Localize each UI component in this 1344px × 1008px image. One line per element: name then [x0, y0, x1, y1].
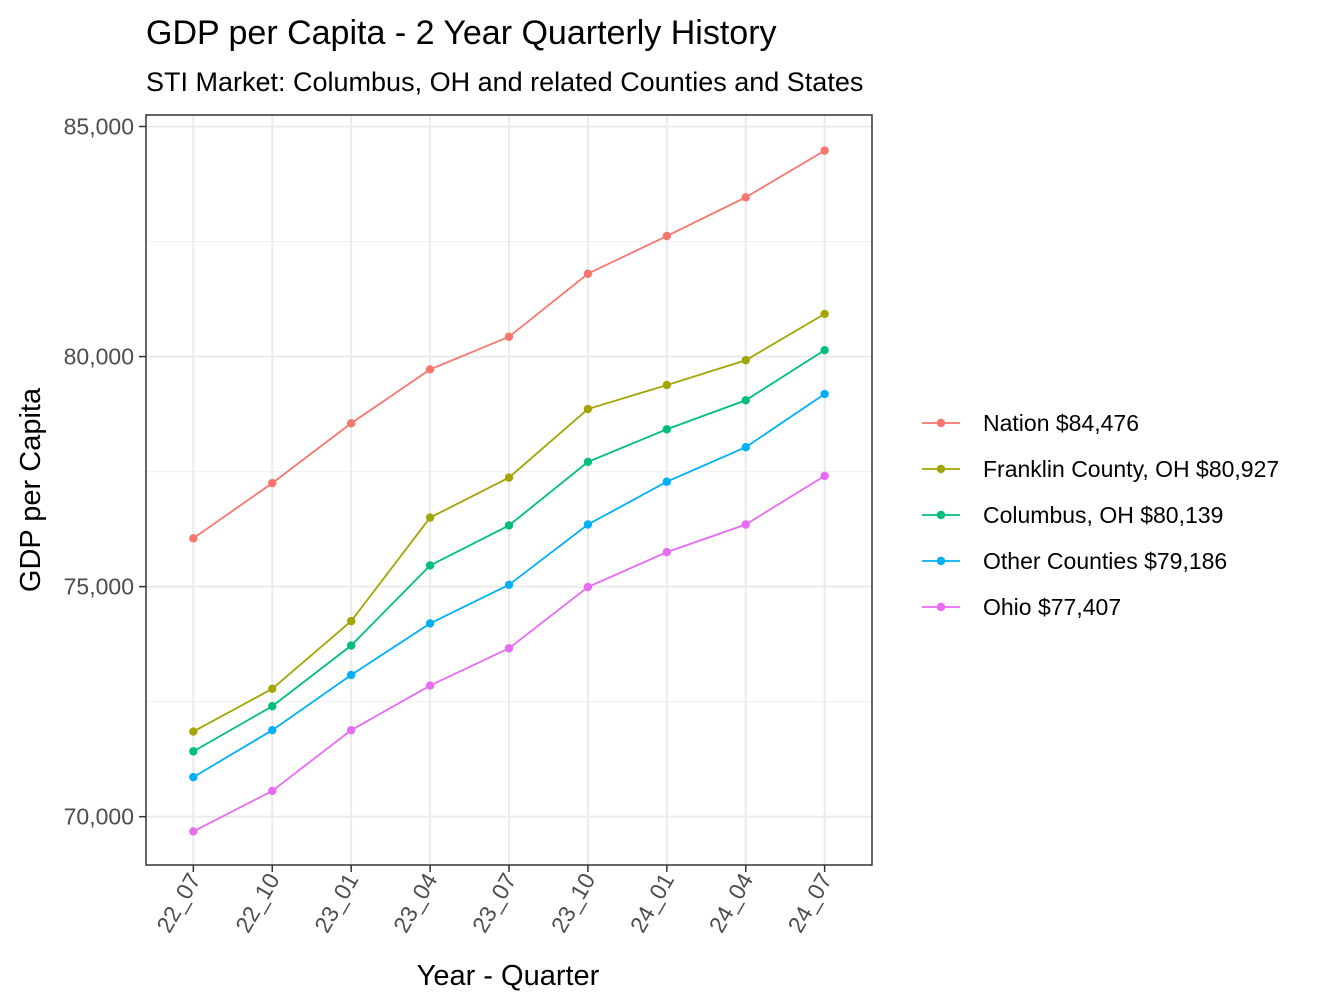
data-point — [189, 772, 198, 782]
data-point — [741, 193, 750, 202]
data-point — [189, 827, 198, 836]
data-point — [425, 513, 435, 522]
x-axis: 22_07 22_10 23_01 23_04 23_07 23_10 24_01 24_04… — [151, 865, 837, 937]
y-tick-label: 70,000 — [64, 804, 134, 830]
x-tick-label: 24_07 — [782, 869, 837, 937]
data-point — [741, 356, 750, 365]
data-point — [820, 345, 829, 355]
data-point — [189, 534, 198, 543]
y-axis-title: GDP per Capita — [15, 387, 47, 592]
legend-key-point — [936, 602, 946, 612]
x-tick-label: 22_10 — [230, 869, 285, 937]
data-point — [425, 619, 435, 628]
x-axis-title: Year - Quarter — [417, 960, 600, 992]
x-tick-label: 24_04 — [704, 868, 759, 937]
x-tick-label: 23_04 — [388, 868, 443, 937]
data-point — [583, 269, 593, 278]
data-point — [662, 380, 672, 390]
data-point — [425, 681, 435, 690]
legend-key-point — [936, 418, 946, 428]
series-group — [189, 146, 829, 543]
data-point — [583, 457, 593, 467]
data-point — [741, 520, 750, 529]
data-point — [425, 365, 435, 374]
data-point — [504, 644, 514, 653]
data-point — [583, 520, 593, 529]
data-point — [268, 702, 277, 711]
data-point — [583, 404, 593, 414]
series-group — [189, 389, 829, 782]
data-point — [504, 473, 514, 482]
data-point — [189, 747, 198, 756]
data-point — [741, 443, 750, 452]
legend-key-point — [936, 556, 946, 566]
data-point — [820, 146, 829, 155]
y-tick-label: 85,000 — [64, 114, 134, 140]
chart-subtitle: STI Market: Columbus, OH and related Cou… — [146, 67, 863, 97]
legend-label: Other Counties $79,186 — [983, 548, 1227, 574]
series-layer — [189, 146, 829, 836]
data-point — [268, 684, 277, 693]
data-point — [504, 521, 514, 530]
legend-label: Nation $84,476 — [983, 410, 1139, 436]
x-tick-label: 22_07 — [151, 869, 206, 937]
x-tick-label: 23_07 — [467, 869, 522, 937]
data-point — [820, 309, 829, 319]
series-group — [189, 471, 829, 836]
y-tick-label: 80,000 — [64, 344, 134, 370]
legend-label: Franklin County, OH $80,927 — [983, 456, 1279, 482]
data-point — [820, 389, 829, 399]
data-point — [504, 580, 514, 589]
data-point — [662, 547, 672, 557]
y-tick-label: 75,000 — [64, 574, 134, 600]
data-point — [425, 561, 435, 570]
data-point — [346, 616, 356, 626]
legend: Nation $84,476 Franklin County, OH $80,92… — [922, 410, 1279, 620]
grid — [146, 115, 872, 865]
data-point — [504, 332, 514, 341]
data-point — [268, 478, 277, 488]
legend-label: Columbus, OH $80,139 — [983, 502, 1223, 528]
data-point — [189, 727, 198, 736]
data-point — [583, 582, 593, 592]
x-tick-label: 23_10 — [546, 869, 601, 937]
data-point — [662, 425, 672, 434]
legend-key-point — [936, 464, 946, 474]
data-point — [741, 396, 750, 405]
data-point — [346, 670, 356, 680]
series-group — [189, 309, 829, 736]
data-point — [662, 477, 672, 486]
legend-label: Ohio $77,407 — [983, 594, 1121, 620]
x-tick-label: 24_01 — [625, 869, 680, 937]
data-point — [268, 725, 277, 735]
x-tick-label: 23_01 — [309, 869, 364, 937]
series-group — [189, 345, 829, 756]
chart-title: GDP per Capita - 2 Year Quarterly Histor… — [146, 14, 777, 52]
data-point — [662, 231, 672, 241]
data-point — [268, 786, 277, 796]
data-point — [346, 725, 356, 735]
y-axis: 70,000 75,000 80,000 85,000 — [64, 114, 146, 830]
data-point — [820, 471, 829, 481]
data-point — [346, 419, 356, 428]
data-point — [346, 641, 356, 650]
legend-key-point — [936, 510, 946, 520]
